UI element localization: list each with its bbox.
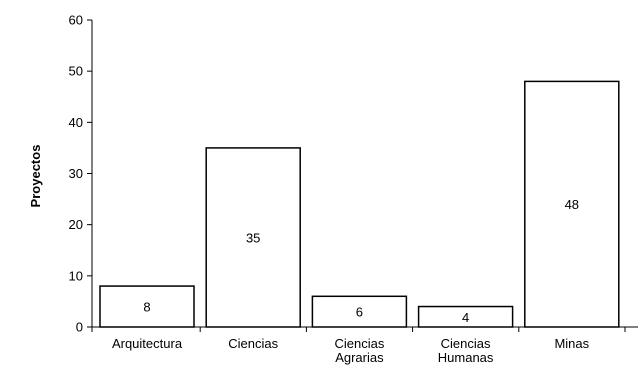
x-tick-label: Ciencias Humanas xyxy=(438,336,494,365)
bar xyxy=(205,147,301,328)
data-labels: 8 35 6 4 48 xyxy=(143,197,579,325)
y-tick-label: 40 xyxy=(69,115,83,130)
y-axis-title: Proyectos xyxy=(28,145,43,208)
y-tick-label: 0 xyxy=(76,320,83,335)
bar xyxy=(524,80,620,328)
bars xyxy=(99,80,620,328)
y-tick-label: 10 xyxy=(69,268,83,283)
y-tick-label: 30 xyxy=(69,166,83,181)
x-axis: Arquitectura Ciencias Ciencias Agrarias Cien… xyxy=(91,326,638,365)
data-label: 6 xyxy=(356,305,363,320)
data-label: 4 xyxy=(462,310,469,325)
data-label: 48 xyxy=(565,197,579,212)
x-tick-label: Ciencias Agrarias xyxy=(334,336,384,365)
y-tick-label: 60 xyxy=(69,13,83,28)
x-tick-label: Minas xyxy=(554,336,589,351)
y-tick-label: 20 xyxy=(69,217,83,232)
y-tick-label: 50 xyxy=(69,64,83,79)
x-tick-label: Ciencias xyxy=(228,336,278,351)
bar xyxy=(311,295,408,328)
data-label: 35 xyxy=(246,230,260,245)
data-label: 8 xyxy=(143,300,150,315)
bar xyxy=(417,305,514,328)
x-tick-label: Arquitectura xyxy=(112,336,183,351)
bar xyxy=(99,285,195,328)
y-axis: 0 10 20 30 40 50 60 xyxy=(69,13,93,335)
